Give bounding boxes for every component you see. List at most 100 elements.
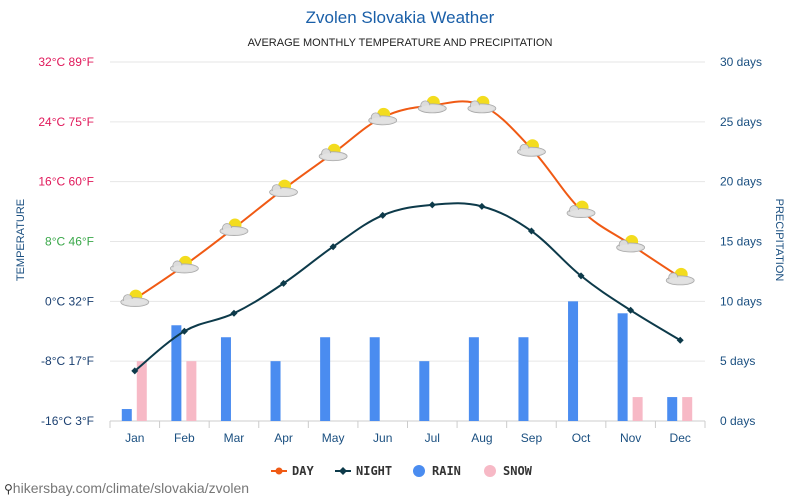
night-point xyxy=(180,327,188,335)
cloud-shape xyxy=(420,105,445,112)
cloud-shape xyxy=(122,298,147,306)
partly-cloudy-icon xyxy=(169,255,199,274)
cloud-shape xyxy=(370,117,395,124)
cloud-shape xyxy=(469,105,494,112)
location-pin-icon: ⚲ xyxy=(4,482,13,496)
y-tick-left: -8°C 17°F xyxy=(41,354,94,368)
cloud-shape xyxy=(569,209,594,217)
y-tick-right: 20 days xyxy=(720,175,762,189)
legend[interactable]: DAY NIGHT RAIN SNOW xyxy=(271,464,533,478)
weather-icons xyxy=(120,95,695,307)
x-tick-label: Dec xyxy=(670,431,691,445)
night-point xyxy=(676,336,684,344)
snow-bar xyxy=(682,397,693,421)
rain-bar xyxy=(568,301,579,421)
partly-cloudy-icon xyxy=(219,218,249,236)
rain-bar xyxy=(320,337,331,421)
y-tick-right: 15 days xyxy=(720,235,762,249)
legend-snow-marker xyxy=(484,465,496,477)
night-point xyxy=(230,309,238,317)
x-tick-label: Jan xyxy=(125,431,144,445)
rain-bar xyxy=(468,337,479,421)
legend-snow-label: SNOW xyxy=(503,464,533,478)
night-point xyxy=(428,201,436,209)
x-tick-label: Jun xyxy=(373,431,392,445)
lines xyxy=(131,100,684,375)
night-point xyxy=(577,272,585,280)
day-line xyxy=(134,100,681,300)
cloud-shape xyxy=(668,277,693,284)
night-point xyxy=(280,279,288,287)
snow-bar xyxy=(632,397,643,421)
chart-subtitle: AVERAGE MONTHLY TEMPERATURE AND PRECIPIT… xyxy=(248,37,553,49)
y-tick-right: 25 days xyxy=(720,115,762,129)
cloud-shape xyxy=(519,148,544,155)
partly-cloudy-icon xyxy=(417,95,447,114)
y-tick-left: -16°C 3°F xyxy=(41,414,94,428)
legend-rain-label: RAIN xyxy=(432,464,461,478)
legend-night-marker xyxy=(339,467,347,475)
partly-cloudy-icon xyxy=(616,234,646,253)
night-point xyxy=(329,243,337,251)
y-axis-right-title: PRECIPITATION xyxy=(773,199,785,282)
night-point xyxy=(131,367,139,375)
y-tick-right: 0 days xyxy=(720,414,755,428)
rain-bar xyxy=(121,409,132,421)
partly-cloudy-icon xyxy=(318,143,348,162)
cloud-shape xyxy=(172,265,197,272)
x-tick-label: Sep xyxy=(521,431,543,445)
rain-bar xyxy=(369,337,380,421)
y-axis-left: 32°C 89°F 24°C 75°F 16°C 60°F 8°C 46°F 0°C 3… xyxy=(38,55,94,428)
cloud-shape xyxy=(271,188,296,196)
y-tick-left: 8°C 46°F xyxy=(45,235,94,249)
partly-cloudy-icon xyxy=(368,107,398,126)
cloud-shape xyxy=(618,244,643,251)
x-tick-label: Nov xyxy=(620,431,641,445)
chart-title: Zvolen Slovakia Weather xyxy=(306,8,495,27)
x-tick-label: Aug xyxy=(471,431,492,445)
rain-bar xyxy=(617,313,628,421)
rain-bar xyxy=(419,361,430,421)
night-line xyxy=(134,202,681,372)
rain-bar xyxy=(667,397,678,421)
y-tick-right: 30 days xyxy=(720,55,762,69)
cloud-shape xyxy=(321,153,346,160)
night-point xyxy=(379,211,387,219)
partly-cloudy-icon xyxy=(120,289,150,307)
rain-bar xyxy=(270,361,281,421)
partly-cloudy-icon xyxy=(467,95,497,114)
grid xyxy=(109,61,706,428)
y-tick-right: 10 days xyxy=(720,294,762,308)
y-axis-left-title: TEMPERATURE xyxy=(15,199,27,281)
bars xyxy=(121,301,693,421)
x-axis: Jan Feb Mar Apr May Jun Jul Aug Sep Oct Nov Dec xyxy=(125,431,691,445)
footer[interactable]: ⚲hikersbay.com/climate/slovakia/zvolen xyxy=(4,480,249,496)
x-tick-label: Oct xyxy=(572,431,591,445)
night-point xyxy=(527,227,535,235)
footer-url[interactable]: hikersbay.com/climate/slovakia/zvolen xyxy=(12,480,250,496)
rain-bar xyxy=(518,337,529,421)
x-tick-label: Mar xyxy=(224,431,245,445)
legend-day-marker xyxy=(275,467,283,475)
y-tick-left: 32°C 89°F xyxy=(38,55,94,69)
x-tick-label: Jul xyxy=(425,431,440,445)
snow-bar xyxy=(136,361,147,421)
x-tick-label: Feb xyxy=(174,431,195,445)
partly-cloudy-icon xyxy=(566,200,596,218)
y-tick-left: 24°C 75°F xyxy=(38,115,94,129)
night-point xyxy=(627,306,635,314)
legend-night-label: NIGHT xyxy=(356,464,392,478)
partly-cloudy-icon xyxy=(517,139,546,157)
legend-day-label: DAY xyxy=(292,464,314,478)
y-tick-left: 16°C 60°F xyxy=(38,175,94,189)
partly-cloudy-icon xyxy=(665,267,695,286)
night-point xyxy=(478,202,486,210)
rain-bar xyxy=(220,337,231,421)
cloud-shape xyxy=(221,227,246,235)
y-tick-right: 5 days xyxy=(720,354,755,368)
partly-cloudy-icon xyxy=(269,179,298,198)
x-tick-label: May xyxy=(322,431,345,445)
legend-rain-marker xyxy=(413,465,425,477)
y-axis-right: 30 days 25 days 20 days 15 days 10 days 5 day… xyxy=(720,55,762,428)
